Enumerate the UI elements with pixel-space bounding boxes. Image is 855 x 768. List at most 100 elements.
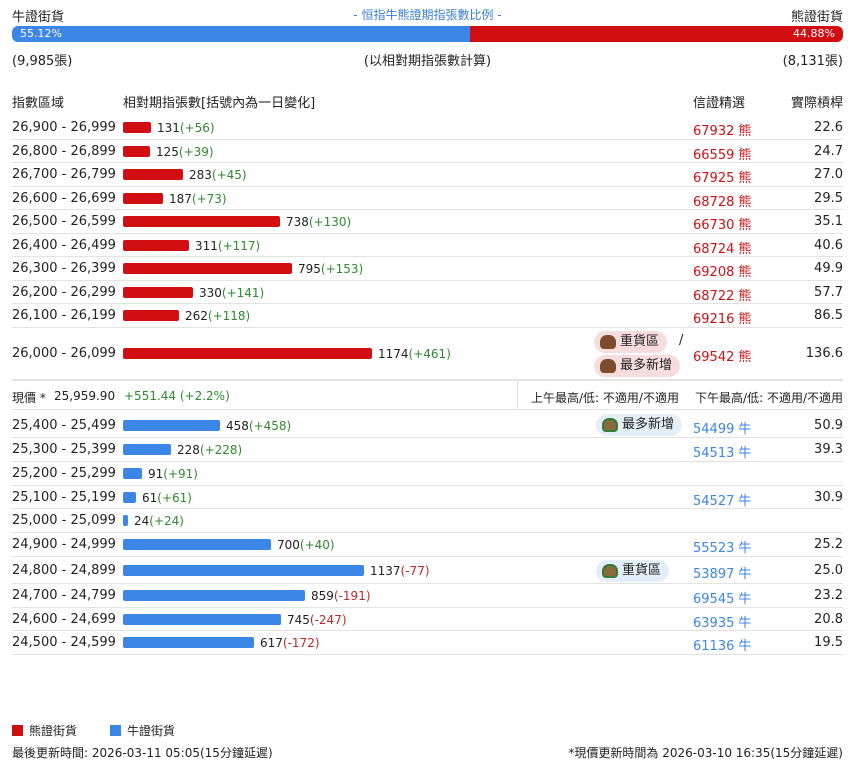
warrant-code-link[interactable]: 68728 熊 [693,191,751,210]
warrant-code: 54513 [693,446,735,461]
daily-change: (+40) [299,538,335,552]
bull-bear-ratio-bar: 55.12% 44.88% [12,26,843,42]
bull-heavy-zone-tag[interactable]: 重貨區 [596,560,670,582]
index-range: 24,500 - 24,599 [12,635,116,650]
bear-table-row: 26,100 - 26,199 262(+118) 69216 熊 86.5 [12,304,843,328]
bull-table-row: 25,300 - 25,399 228(+228) 54513 牛 39.3 [12,438,843,462]
contracts-value: 738(+130) [286,215,351,229]
contracts-count: 91 [148,467,164,481]
price-updated: *現價更新時間為 2026-03-10 16:35(15分鐘延遲) [568,746,843,760]
contracts-count: 283 [189,168,212,182]
effective-leverage: 25.0 [814,563,843,578]
daily-change: (+61) [157,491,192,505]
bull-contracts-bar [123,590,305,601]
warrant-code: 69542 [693,350,735,365]
daily-change: (+461) [408,347,451,361]
contracts-count: 228 [177,443,200,457]
daily-change: (+141) [221,286,265,300]
effective-leverage: 27.0 [814,167,843,182]
bull-ratio-segment: 55.12% [12,26,471,42]
warrant-code-link[interactable]: 69208 熊 [693,261,751,280]
bull-table-row: 24,500 - 24,599 617(-172) 61136 牛 19.5 [12,631,843,655]
warrant-code-link[interactable]: 67925 熊 [693,167,751,186]
daily-change: (+73) [191,192,227,206]
tag-separator: / [679,333,684,348]
warrant-type: 牛 [738,592,752,607]
warrant-code: 67925 [693,171,735,186]
heavy-zone-tag[interactable]: 重貨區 [594,331,668,353]
warrant-code: 66559 [693,148,735,163]
warrant-code-link[interactable]: 67932 熊 [693,120,751,139]
warrant-code-link[interactable]: 68722 熊 [693,285,751,304]
bear-table-row: 26,500 - 26,599 738(+130) 66730 熊 35.1 [12,210,843,234]
warrant-code: 63935 [693,616,735,631]
contracts-count: 745 [287,613,310,627]
bull-contracts-bar [123,614,281,625]
daily-change: (+24) [149,514,184,528]
index-range: 26,500 - 26,599 [12,214,116,229]
index-range: 26,300 - 26,399 [12,261,116,276]
warrant-code-link[interactable]: 61136 牛 [693,635,751,654]
warrant-type: 熊 [738,242,752,257]
contracts-value: 91(+91) [148,467,198,481]
bear-contracts-bar [123,193,163,204]
bear-table-row: 26,300 - 26,399 795(+153) 69208 熊 49.9 [12,257,843,281]
daily-change: (-247) [309,613,347,627]
effective-leverage: 57.7 [814,285,843,300]
contracts-value: 24(+24) [134,514,184,528]
contracts-count: 458 [226,419,249,433]
warrant-code-link[interactable]: 69542 熊 [693,346,751,365]
warrant-code: 54499 [693,422,735,437]
col-contracts-header: 相對期指張數[括號內為一日變化] [123,96,316,111]
contracts-value: 745(-247) [287,613,347,627]
warrant-code: 67932 [693,124,735,139]
warrant-code-link[interactable]: 53897 牛 [693,563,751,582]
warrant-code-link[interactable]: 55523 牛 [693,537,751,556]
effective-leverage: 22.6 [814,120,843,135]
legend-bear-label: 熊證街貨 [29,724,78,738]
warrant-type: 熊 [738,265,752,280]
bear-contracts-bar [123,287,193,298]
warrant-code-link[interactable]: 68724 熊 [693,238,751,257]
effective-leverage: 35.1 [814,214,843,229]
bull-most-new-label: 最多新增 [622,417,675,432]
bear-contracts-bar [123,122,151,133]
warrant-code: 69208 [693,265,735,280]
warrant-code-link[interactable]: 54527 牛 [693,490,751,509]
daily-change: (+118) [207,309,251,323]
contracts-count: 61 [142,491,158,505]
warrant-code-link[interactable]: 66559 熊 [693,144,751,163]
bull-table-row: 25,000 - 25,099 24(+24) [12,509,843,533]
daily-change: (+153) [320,262,364,276]
contracts-value: 61(+61) [142,491,192,505]
bull-most-new-tag[interactable]: 最多新增 [596,414,683,436]
index-range: 26,400 - 26,499 [12,238,116,253]
daily-change: (+117) [217,239,261,253]
bull-table-row: 25,400 - 25,499 458(+458) 54499 牛 50.9 [12,413,843,438]
contracts-value: 125(+39) [156,145,214,159]
warrant-code-link[interactable]: 54513 牛 [693,442,751,461]
bear-table-row: 26,600 - 26,699 187(+73) 68728 熊 29.5 [12,187,843,210]
daily-change: (+130) [308,215,352,229]
most-new-tag[interactable]: 最多新增 [594,355,681,377]
calc-note: (以相對期指張數計算) [363,54,492,69]
warrant-code-link[interactable]: 69545 牛 [693,588,751,607]
warrant-type: 牛 [738,639,752,654]
effective-leverage: 29.5 [814,191,843,206]
contracts-value: 1174(+461) [378,347,451,361]
bear-contracts-bar [123,216,280,227]
warrant-type: 熊 [738,195,752,210]
effective-leverage: 40.6 [814,238,843,253]
warrant-code-link[interactable]: 69216 熊 [693,308,751,327]
daily-change: (+45) [211,168,247,182]
warrant-code-link[interactable]: 66730 熊 [693,214,751,233]
spot-label: 現價 * [12,391,46,405]
warrant-type: 熊 [738,350,752,365]
warrant-code-link[interactable]: 54499 牛 [693,418,751,437]
last-updated: 最後更新時間: 2026-03-11 05:05(15分鐘延遲) [12,746,273,760]
contracts-value: 859(-191) [311,589,371,603]
contracts-count: 617 [260,636,283,650]
warrant-code-link[interactable]: 63935 牛 [693,612,751,631]
contracts-value: 1137(-77) [370,564,430,578]
index-range: 25,100 - 25,199 [12,490,116,505]
